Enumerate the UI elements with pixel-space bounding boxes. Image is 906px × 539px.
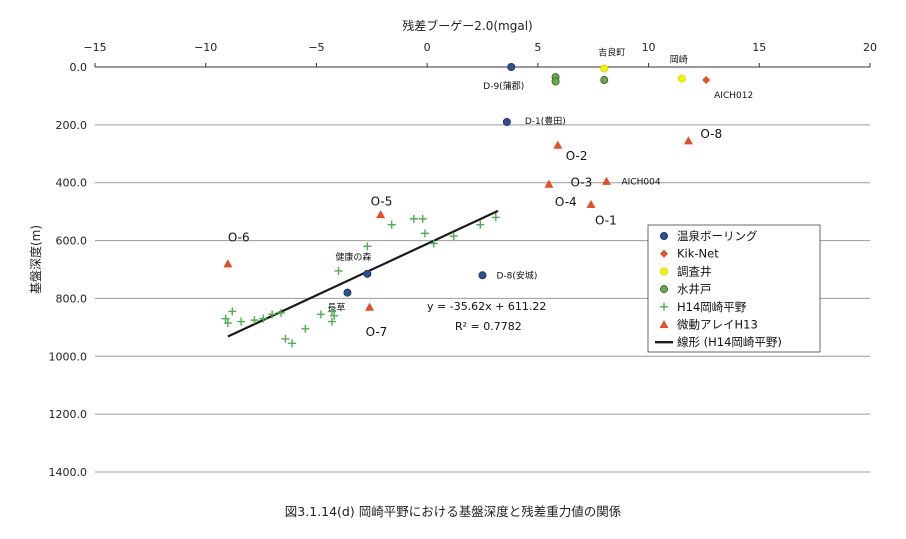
- point-label: AICH012: [714, 91, 753, 101]
- plus-marker: [449, 232, 458, 241]
- x-tick-label: 20: [863, 41, 877, 54]
- y-tick-label: 800.0: [56, 292, 88, 305]
- plus-marker: [420, 229, 429, 238]
- legend-entry: H14岡崎平野: [677, 300, 747, 314]
- plus-marker: [316, 310, 325, 319]
- plus-marker: [330, 311, 339, 320]
- legend-diamond-swatch: [660, 249, 668, 258]
- circle-marker: [507, 63, 516, 72]
- circle-marker: [677, 74, 686, 83]
- legend-box: [647, 224, 821, 353]
- diamond-marker: [702, 76, 711, 85]
- point-label: O-1: [595, 213, 617, 227]
- x-tick-label: 5: [534, 41, 541, 54]
- point-label: O-6: [228, 231, 250, 245]
- x-axis-title: 残差ブーゲー2.0(mgal): [402, 18, 532, 33]
- triangle-marker: [586, 199, 596, 209]
- legend-circle-swatch: [660, 231, 669, 240]
- point-label: O-7: [366, 325, 388, 339]
- x-tick-label: 0: [424, 41, 431, 54]
- plus-marker: [301, 324, 310, 333]
- circle-marker: [551, 77, 560, 86]
- legend-circle-swatch: [660, 285, 669, 294]
- y-tick-label: 0.0: [70, 61, 88, 74]
- point-label: AICH004: [622, 177, 661, 187]
- circle-marker: [600, 76, 609, 85]
- plus-marker: [429, 239, 438, 248]
- plus-marker: [363, 242, 372, 251]
- triangle-marker: [376, 210, 386, 219]
- plus-marker: [327, 307, 336, 316]
- plus-marker: [387, 220, 396, 229]
- point-label: 健康の森: [335, 251, 371, 263]
- plus-marker: [223, 319, 232, 328]
- triangle-marker: [365, 302, 375, 311]
- triangle-marker: [544, 179, 554, 188]
- x-tick-label: −10: [194, 41, 217, 54]
- circle-marker: [600, 64, 609, 73]
- trendline: [227, 209, 499, 338]
- y-tick-label: 1400.0: [49, 466, 88, 479]
- y-axis-title: 基盤深度(m): [28, 225, 43, 294]
- plus-marker: [409, 214, 418, 223]
- plus-marker: [327, 317, 336, 326]
- triangle-marker: [683, 136, 693, 145]
- circle-marker: [363, 269, 372, 278]
- x-tick-label: 10: [642, 41, 656, 54]
- plus-marker: [334, 266, 343, 275]
- plus-marker: [228, 307, 237, 316]
- point-label: 岡崎: [670, 54, 688, 66]
- y-tick-label: 200.0: [56, 119, 88, 132]
- legend-triangle-swatch: [659, 320, 669, 329]
- legend-entry: Kik-Net: [677, 247, 719, 261]
- point-label: O-2: [566, 149, 588, 163]
- point-label: 吉良町: [598, 46, 625, 58]
- plus-marker: [281, 334, 290, 343]
- legend-entry: 水井戸: [677, 282, 712, 296]
- point-label: O-3: [571, 175, 593, 189]
- plus-marker: [476, 220, 485, 229]
- point-label: O-8: [700, 127, 722, 141]
- legend-entry: 温泉ボーリング: [677, 229, 758, 243]
- legend-plus-swatch: [660, 302, 668, 311]
- plus-marker: [237, 317, 246, 326]
- triangle-marker: [602, 176, 611, 185]
- y-tick-label: 400.0: [56, 177, 88, 190]
- legend-entry: 微動アレイH13: [677, 318, 758, 332]
- circle-marker: [478, 271, 487, 280]
- legend-entry: 調査井: [677, 264, 712, 278]
- plus-marker: [268, 310, 277, 319]
- figure-caption: 図3.1.14(d) 岡崎平野における基盤深度と残差重力値の関係: [285, 504, 621, 519]
- plus-marker: [277, 308, 285, 317]
- point-label: O-4: [555, 195, 577, 209]
- point-label: D-1(豊田): [525, 115, 566, 127]
- plus-marker: [259, 314, 268, 323]
- triangle-marker: [223, 259, 233, 268]
- x-tick-label: 15: [752, 41, 766, 54]
- point-label: D-8(安城): [497, 269, 538, 281]
- plus-marker: [250, 316, 259, 325]
- legend-circle-swatch: [660, 267, 669, 276]
- point-label: D-9(蒲郡): [483, 80, 524, 92]
- y-tick-label: 600.0: [56, 235, 88, 248]
- plus-marker: [418, 214, 427, 223]
- x-tick-label: −15: [83, 41, 106, 54]
- triangle-marker: [553, 140, 563, 149]
- legend-entry: 線形 (H14岡崎平野): [677, 335, 782, 349]
- circle-marker: [502, 117, 511, 126]
- y-tick-label: 1200.0: [49, 408, 88, 421]
- trendline-r2: R² = 0.7782: [455, 320, 522, 333]
- plus-marker: [288, 339, 297, 348]
- point-label: O-5: [371, 195, 393, 209]
- x-tick-label: −5: [308, 41, 324, 54]
- plus-marker: [491, 213, 500, 222]
- plus-marker: [221, 314, 230, 323]
- y-tick-label: 1000.0: [49, 350, 88, 363]
- circle-marker: [343, 288, 352, 297]
- trendline-equation: y = -35.62x + 611.22: [427, 300, 546, 313]
